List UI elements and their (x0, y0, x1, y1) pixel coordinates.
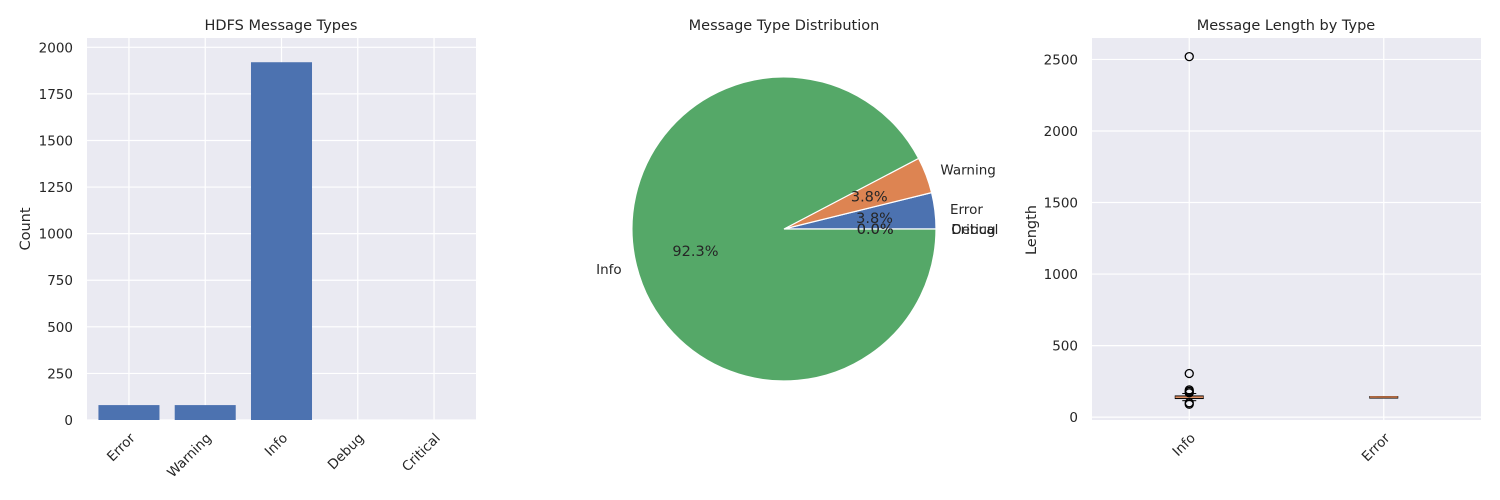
box-plot-y-tick-label: 1500 (1044, 196, 1078, 212)
pie-percent-error: 3.8% (856, 211, 893, 227)
box-outlier-info (1184, 51, 1194, 62)
bar-error (98, 405, 160, 420)
pie-percent-info: 92.3% (672, 244, 718, 260)
box-plot-panel: 0 500 1000 1500 2000 2500 Info Error Message L… (1024, 18, 1481, 465)
pie-label-debug: Debug (951, 222, 995, 238)
bar-chart-x-tick-label: Info (262, 430, 291, 459)
box-plot-marks (1174, 51, 1399, 409)
box-outlier-info (1184, 368, 1194, 379)
box-plot-y-label: Length (1024, 205, 1040, 255)
bar-warning (174, 405, 236, 420)
bar-chart-title: HDFS Message Types (205, 18, 358, 34)
bar-chart-y-tick-label: 500 (47, 320, 73, 336)
box-plot-y-ticks: 0 500 1000 1500 2000 2500 (1044, 52, 1078, 426)
bar-chart-x-ticks: Error Warning Info Debug Critical (104, 430, 444, 481)
bar-chart-y-tick-label: 250 (47, 366, 73, 382)
pie-percent-warning: 3.8% (851, 190, 888, 206)
bar-chart-panel: 0 250 500 750 1000 1250 1500 1750 2000 Error Warn… (18, 18, 476, 481)
box-plot-y-tick-label: 1000 (1044, 267, 1078, 283)
box-plot-x-tick-label: Error (1359, 430, 1394, 465)
bar-chart-x-tick-label: Error (104, 430, 139, 465)
box-plot-x-ticks: Info Error (1170, 430, 1394, 465)
bar-chart-y-tick-label: 1500 (39, 133, 73, 149)
pie-label-critical: Critical (951, 222, 998, 238)
bar-chart-y-label: Count (18, 207, 34, 250)
box-plot-y-tick-label: 500 (1052, 339, 1078, 355)
bar-chart-y-tick-label: 750 (47, 273, 73, 289)
box-plot-y-tick-label: 0 (1069, 410, 1078, 426)
bar-chart-y-tick-label: 2000 (39, 40, 73, 56)
pie-percent-critical: 0.0% (857, 222, 894, 238)
box-plot-y-tick-label: 2000 (1044, 124, 1078, 140)
bar-chart-y-tick-label: 1250 (39, 180, 73, 196)
pie-label-warning: Warning (940, 163, 996, 179)
box-plot-title: Message Length by Type (1197, 18, 1376, 34)
pie-percent-debug: 0.0% (857, 222, 894, 238)
bar-info (250, 62, 313, 420)
pie-slice-info (631, 76, 937, 382)
box-plot-y-tick-label: 2500 (1044, 52, 1078, 68)
box-plot-x-tick-label: Info (1170, 430, 1199, 459)
pie-label-error: Error (950, 202, 983, 218)
bar-chart-y-ticks: 0 250 500 750 1000 1250 1500 1750 2000 (39, 40, 73, 429)
bar-chart-y-tick-label: 0 (64, 413, 73, 429)
pie-chart-labels: Error 3.8% Warning 3.8% Info 92.3% Debug 0.0% Cr… (596, 163, 998, 278)
bar-chart-x-tick-label: Warning (164, 430, 215, 481)
bar-chart-x-tick-label: Debug (325, 430, 368, 473)
pie-chart-slices (631, 76, 937, 382)
bar-chart-bars (98, 62, 465, 420)
bar-chart-y-tick-label: 1750 (39, 87, 73, 103)
pie-chart-panel: Message Type Distribution Error 3.8% Warni… (596, 18, 998, 382)
pie-label-info: Info (596, 262, 622, 278)
bar-chart-x-tick-label: Critical (399, 430, 444, 475)
box-outlier-info (1184, 388, 1194, 398)
box-plot-plot-area (1092, 38, 1481, 420)
box-plot-grid (1092, 38, 1481, 420)
pie-chart-title: Message Type Distribution (689, 18, 880, 34)
bar-chart-y-tick-label: 1000 (39, 227, 73, 243)
box-outlier-info (1184, 399, 1194, 409)
